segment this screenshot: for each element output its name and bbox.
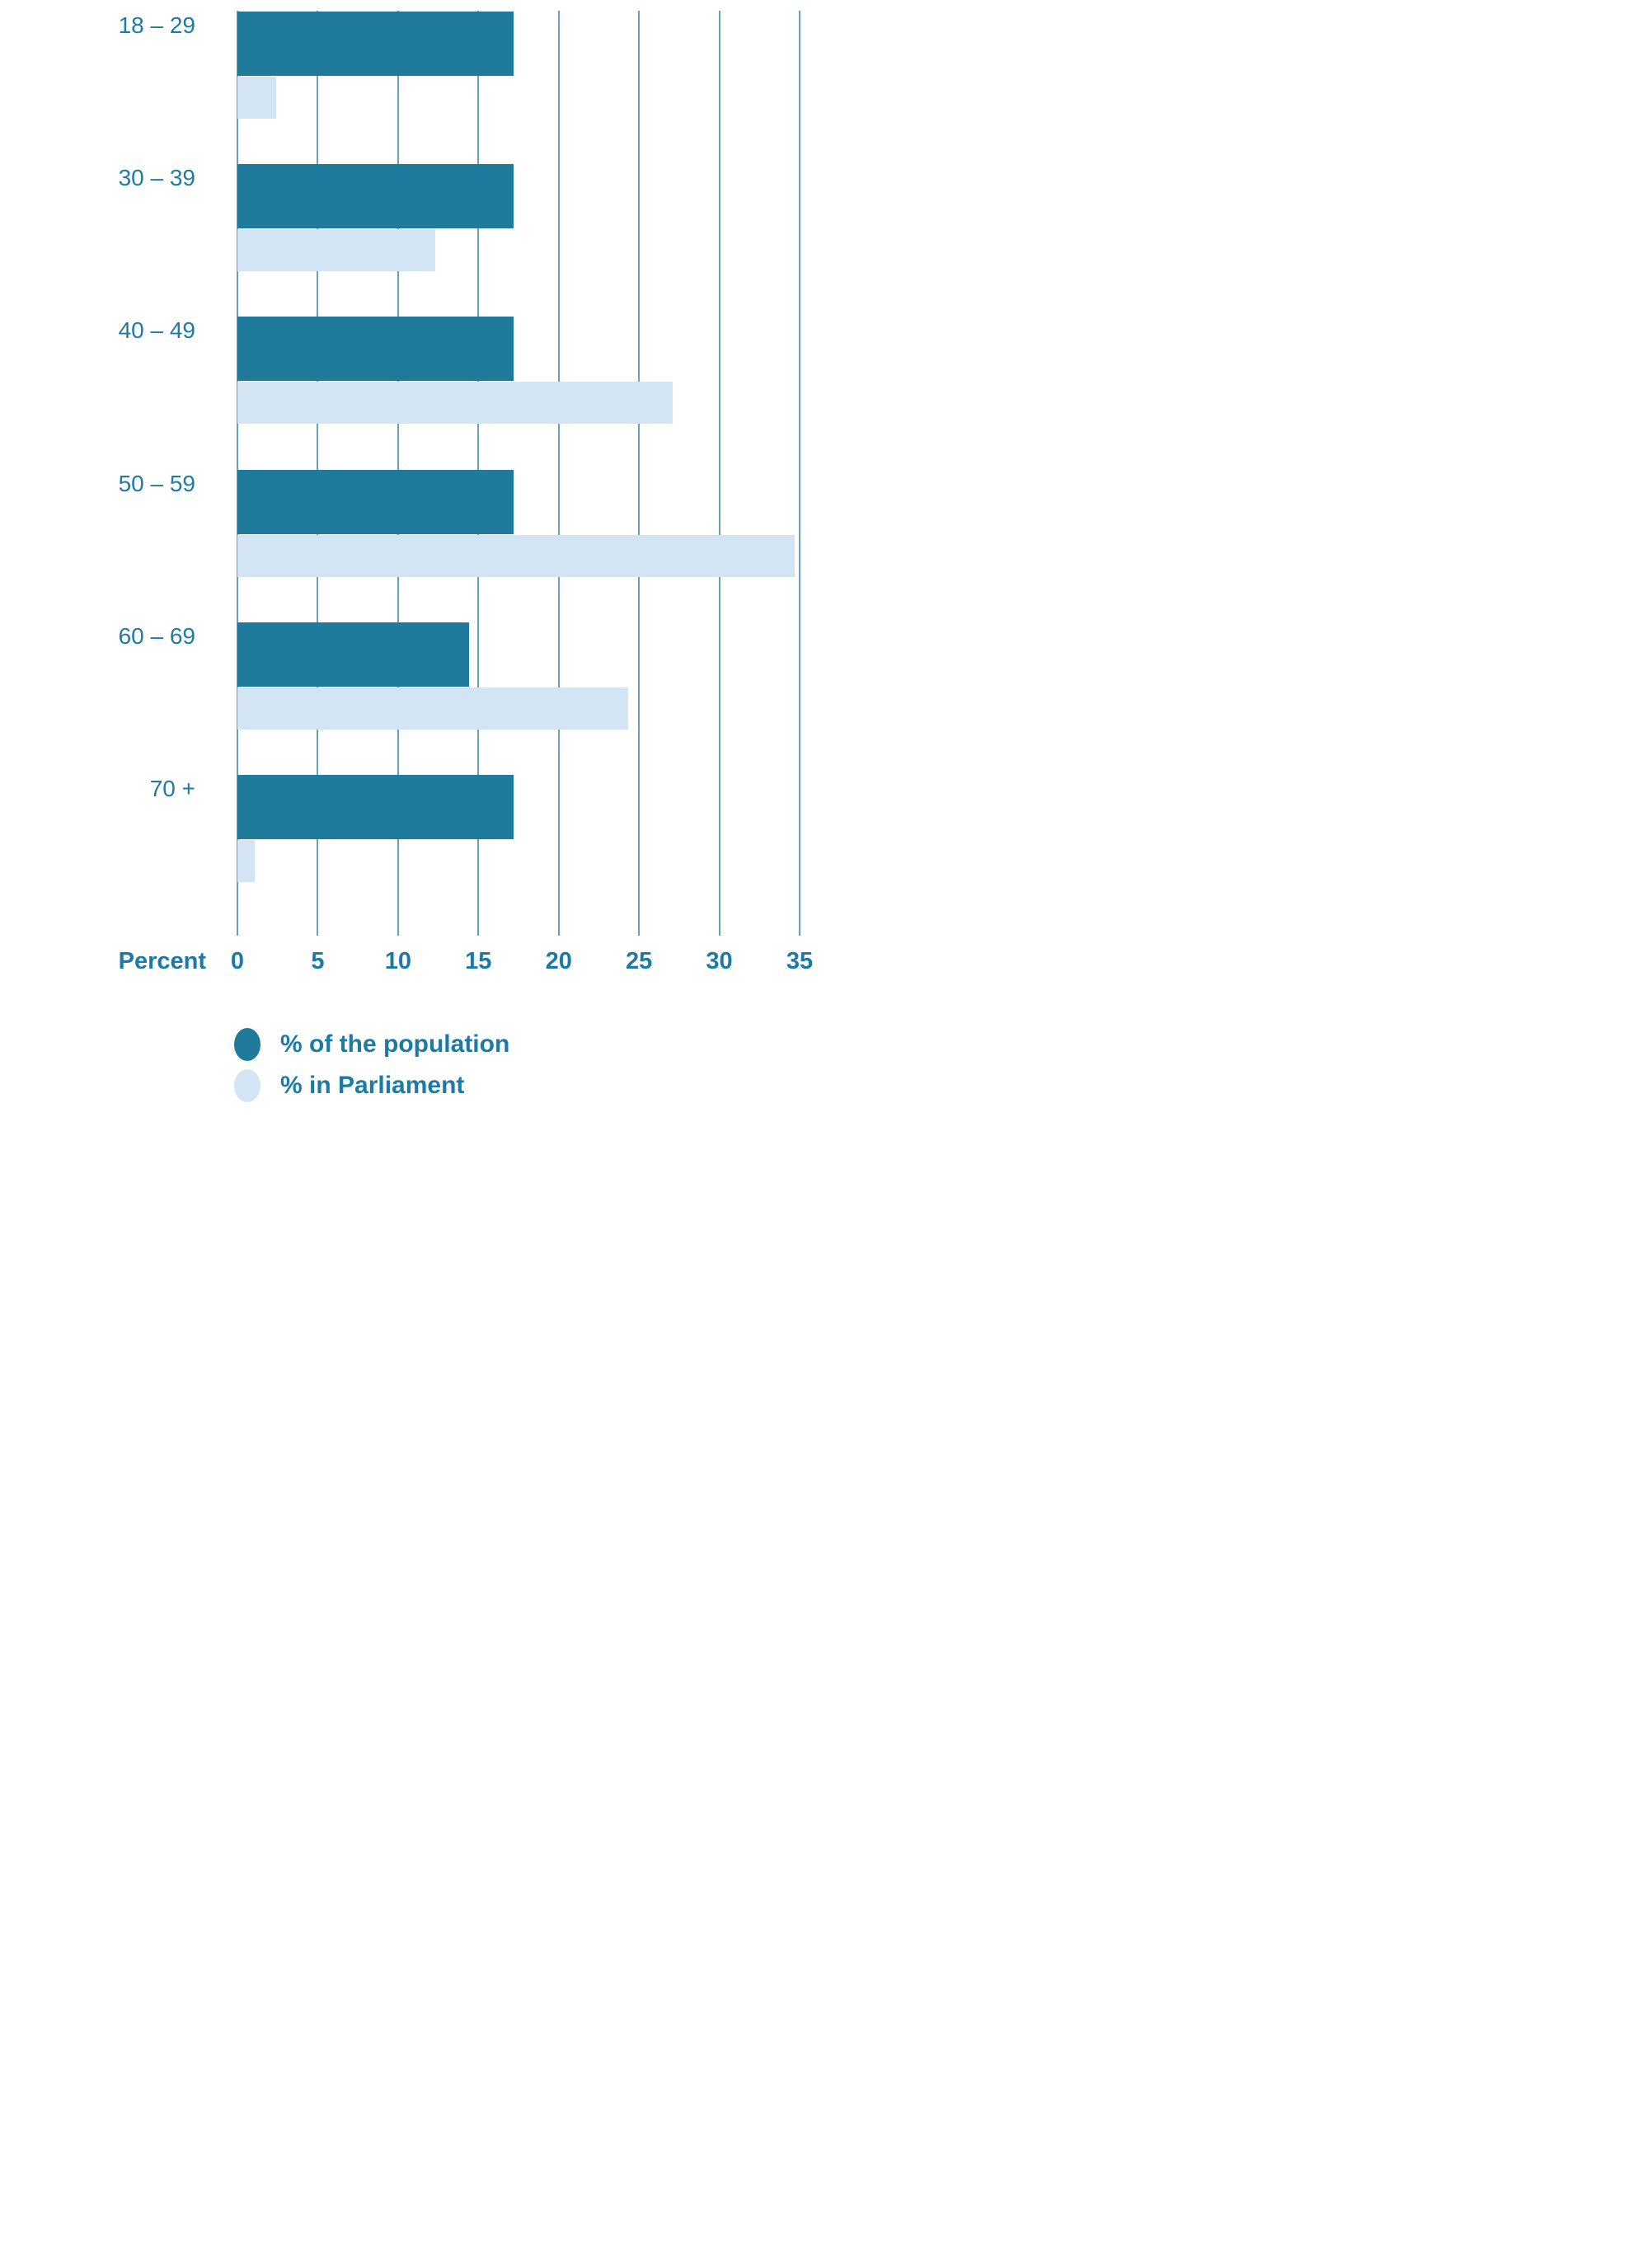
tick-label-20: 20 [545,948,572,974]
category-label-30-39: 30 – 39 [118,165,195,191]
tick-label-25: 25 [626,948,653,974]
gridline-20 [557,11,560,936]
bar-population-30-39 [237,164,514,229]
bar-population-50-59 [237,469,514,534]
legend-label-parliament: % in Parliament [280,1072,465,1099]
bar-parliament-50-59 [237,534,795,577]
tick-label-5: 5 [311,948,325,974]
legend-marker-population [234,1028,260,1061]
tick-label-30: 30 [706,948,733,974]
legend-label-population: % of the population [280,1030,510,1058]
tick-label-15: 15 [465,948,492,974]
category-label-40-49: 40 – 49 [118,317,195,344]
bar-parliament-30-39 [237,229,435,272]
gridline-35 [799,11,800,936]
gridline-25 [638,11,641,936]
tick-label-35: 35 [786,948,814,974]
bar-population-40-49 [237,317,514,382]
tick-label-10: 10 [384,948,411,974]
bar-parliament-70plus [237,840,256,882]
age-representation-bar-chart: 18 – 29 30 – 39 40 – 49 50 – 59 60 – 69 70 + 0… [0,0,826,1127]
bar-parliament-60-69 [237,687,628,730]
gridline-30 [718,11,720,936]
legend-marker-parliament [234,1069,260,1102]
bar-parliament-40-49 [237,382,673,425]
bar-population-70plus [237,775,514,839]
x-axis-title: Percent [118,948,206,974]
tick-label-0: 0 [230,948,245,974]
category-label-50-59: 50 – 59 [118,470,195,496]
bar-population-60-69 [237,622,469,687]
bar-population-18-29 [237,12,514,76]
bar-parliament-18-29 [237,77,276,119]
category-label-60-69: 60 – 69 [118,622,195,649]
category-label-70plus: 70 + [149,776,195,801]
category-label-18-29: 18 – 29 [118,12,195,38]
